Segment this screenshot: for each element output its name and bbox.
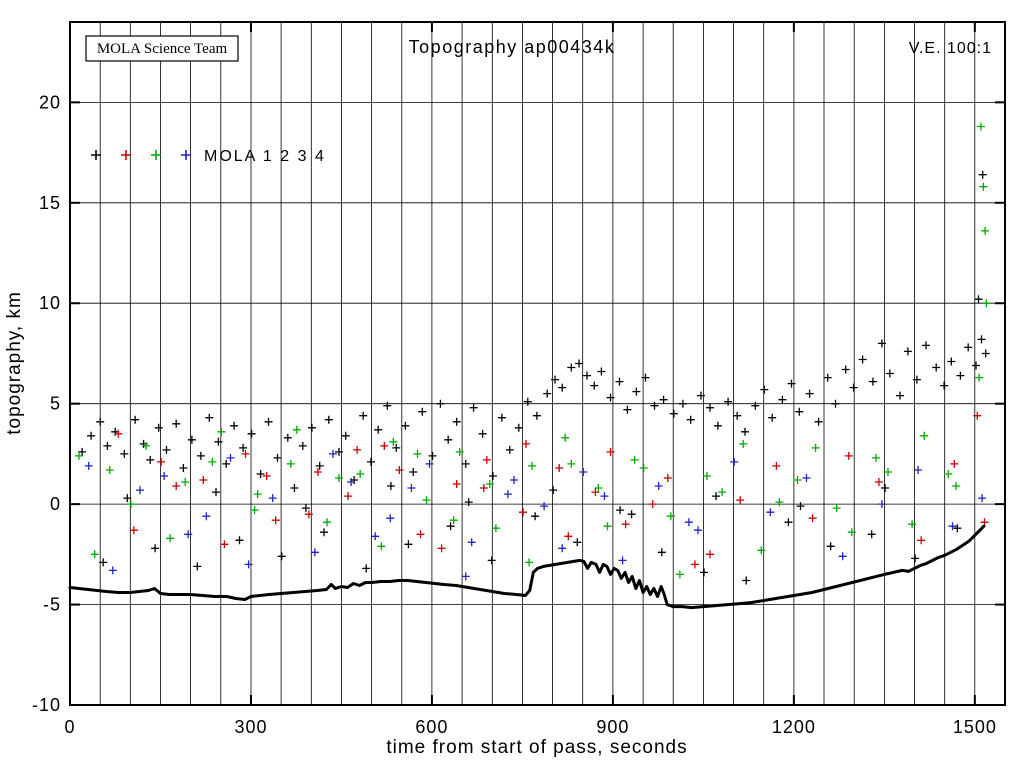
legend-marker-mola-3: [151, 150, 161, 160]
x-tick-label: 900: [596, 717, 629, 737]
legend-marker-mola-4: [181, 150, 191, 160]
y-tick-label: -5: [43, 595, 61, 615]
chart-title: Topography ap00434k: [409, 37, 616, 57]
legend-marker-mola-1: [91, 150, 101, 160]
y-tick-label: 10: [39, 293, 61, 313]
vertical-exaggeration-label: V.E. 100:1: [909, 40, 992, 57]
scatter-series-mola-4: [84, 449, 987, 581]
x-axis-label: time from start of pass, seconds: [386, 737, 687, 758]
x-tick-label: 1200: [772, 717, 816, 737]
legend-label: MOLA 1 2 3 4: [204, 148, 326, 165]
x-tick-label: 300: [234, 717, 267, 737]
credit-box: [85, 35, 239, 62]
y-tick-label: 15: [39, 193, 61, 213]
y-tick-label: 0: [50, 494, 61, 514]
chart-dynamic-layer: 0 300 600 900 1200 1500 -10 -5 0 5 10 15 20: [32, 21, 1006, 737]
x-tick-label: 0: [64, 717, 75, 737]
y-tick-label: -10: [32, 695, 61, 715]
legend-marker-mola-2: [121, 150, 131, 160]
plot-frame: [69, 21, 1006, 706]
y-tick-label: 20: [39, 92, 61, 112]
legend-marker-group: [91, 150, 191, 160]
y-axis-label: topography, km: [4, 291, 25, 435]
ground-track-profile: [68, 524, 986, 610]
x-tick-label: 1500: [953, 717, 997, 737]
scatter-series-mola-3: [75, 122, 991, 579]
y-tick-label: 5: [50, 394, 61, 414]
credit-label: MOLA Science Team: [97, 41, 228, 57]
x-tick-label: 600: [415, 717, 448, 737]
scatter-series-mola-1: [78, 170, 990, 585]
scatter-series-mola-2: [114, 411, 989, 569]
